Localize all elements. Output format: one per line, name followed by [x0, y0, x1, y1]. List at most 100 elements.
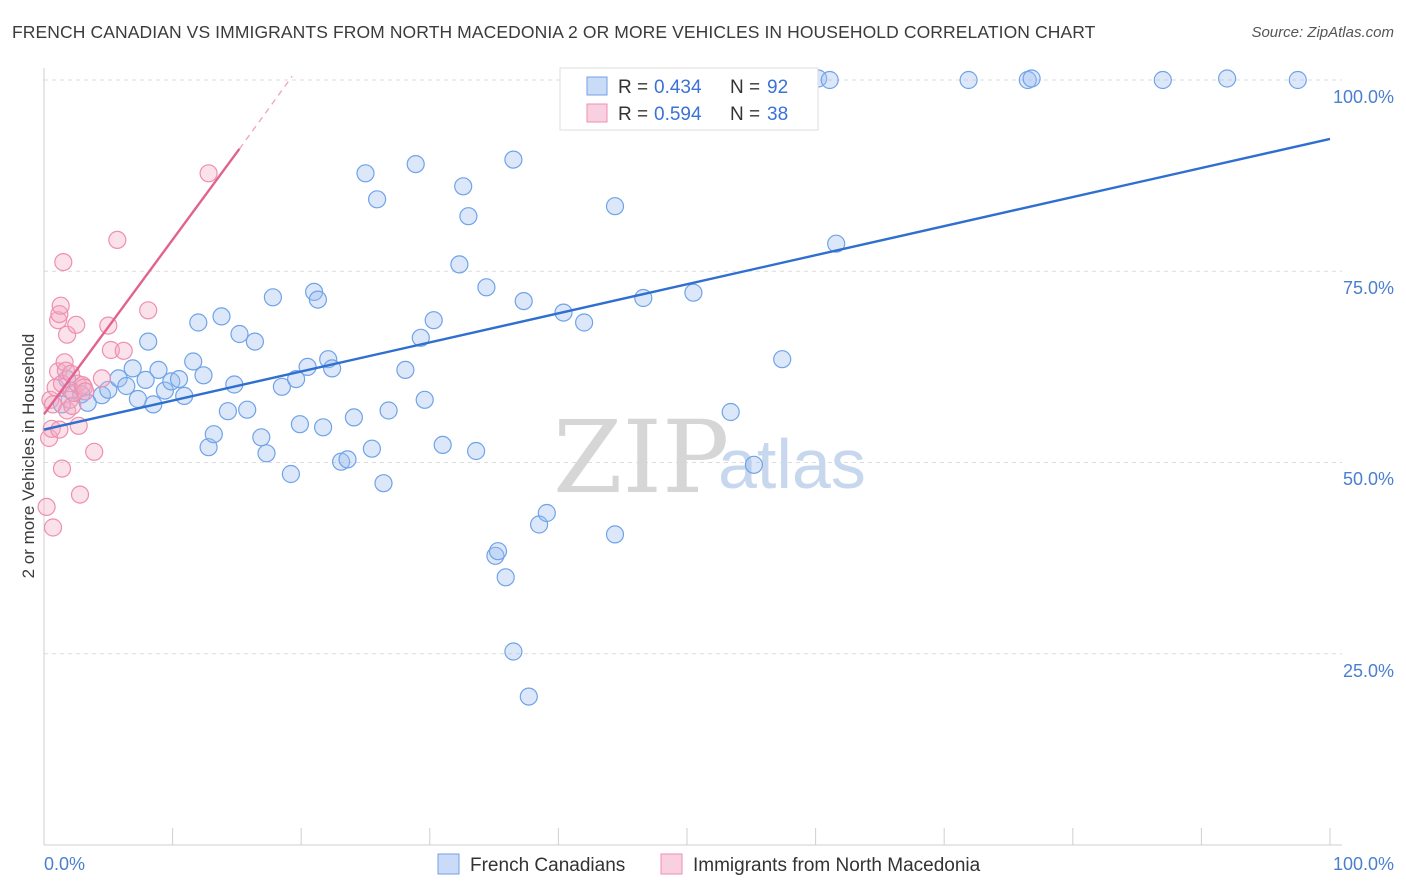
french-canadians-point	[605, 525, 625, 544]
north-macedonia-point	[108, 230, 127, 249]
legend-r-label-1: R =	[618, 77, 653, 98]
french-canadians-point	[230, 324, 249, 344]
north-macedonia-point	[92, 369, 112, 388]
north-macedonia-point	[37, 497, 56, 516]
french-canadians-point	[411, 328, 430, 347]
correlation-legend: R = 0.434 N = 92 R = 0.594 N = 38	[559, 67, 819, 131]
french-canadians-point	[204, 425, 223, 444]
legend-r-value-2: 0.594	[654, 104, 702, 125]
french-canadians-point	[1288, 70, 1307, 90]
axes	[43, 68, 1342, 846]
north-macedonia-point	[63, 396, 82, 415]
french-canadians-point	[605, 197, 625, 216]
north-macedonia-point	[139, 301, 158, 320]
french-canadians-point	[281, 464, 300, 484]
french-canadians-point	[314, 418, 333, 437]
legend-swatch-french-canadians	[586, 76, 608, 96]
french-canadians-point	[149, 360, 168, 379]
french-canadians-point	[721, 402, 740, 422]
north-macedonia-point	[52, 459, 72, 478]
french-canadians-point	[496, 568, 515, 587]
french-canadians-point	[396, 360, 415, 379]
french-canadians-point	[827, 234, 846, 253]
french-canadians-point	[415, 390, 434, 409]
north-macedonia-point	[76, 382, 95, 401]
x-ticks	[43, 828, 1331, 845]
north-macedonia-trendline-extension	[238, 75, 293, 150]
north-macedonia-point	[57, 325, 77, 344]
north-macedonia-point	[61, 364, 81, 383]
y-tick-label-50: 50.0%	[1343, 469, 1394, 489]
french-canadians-point	[287, 370, 306, 389]
french-canadians-point	[374, 474, 393, 493]
french-canadians-point	[245, 332, 264, 351]
french-canadians-point	[263, 288, 282, 307]
x-tick-label-min: 0.0%	[44, 854, 85, 874]
north-macedonia-point	[43, 518, 63, 537]
x-tick-labels: 0.0% 100.0%	[44, 854, 1394, 874]
french-canadians-point	[820, 70, 839, 90]
french-canadians-point	[298, 357, 317, 376]
watermark: ZIP atlas	[553, 399, 866, 516]
french-canadians-point	[450, 255, 469, 274]
french-canadians-point	[477, 278, 496, 297]
french-canadians-point	[454, 177, 473, 196]
y-tick-label-75: 75.0%	[1343, 278, 1394, 298]
french-canadians-point	[773, 350, 792, 369]
legend-r-label-2: R =	[618, 104, 653, 125]
french-canadians-point	[504, 642, 523, 661]
french-canadians-point	[406, 155, 425, 174]
french-canadians-point	[117, 376, 136, 396]
trendlines	[43, 75, 1331, 431]
y-tick-labels: 25.0% 50.0% 75.0% 100.0%	[1333, 87, 1394, 681]
french-canadians-point	[1153, 70, 1172, 90]
chart-title: FRENCH CANADIAN VS IMMIGRANTS FROM NORTH…	[12, 22, 1096, 42]
french-canadians-point	[744, 455, 764, 474]
north-macedonia-point	[101, 340, 121, 360]
north-macedonia-point	[85, 442, 104, 461]
french-canadians-point	[184, 352, 203, 371]
french-canadians-point	[574, 313, 594, 332]
french-canadians-point	[1217, 69, 1237, 88]
series-legend-label-french-canadians: French Canadians	[470, 855, 625, 876]
french-canadians-point	[504, 150, 523, 169]
north-macedonia-point	[114, 341, 133, 360]
french-canadians-point	[252, 428, 271, 447]
french-canadians-point	[136, 370, 155, 389]
french-canadians-point	[379, 401, 398, 420]
french-canadians-point	[338, 450, 357, 469]
french-canadians-points	[52, 69, 1307, 706]
legend-n-label-2: N =	[730, 104, 765, 125]
french-canadians-point	[514, 292, 533, 311]
french-canadians-point	[356, 164, 375, 183]
series-legend-swatch-french-canadians	[437, 853, 460, 875]
french-canadians-point	[959, 70, 978, 90]
gridlines	[44, 79, 1342, 655]
north-macedonia-point	[67, 315, 86, 334]
north-macedonia-point	[199, 164, 218, 183]
watermark-zip: ZIP	[553, 399, 729, 516]
y-tick-label-100: 100.0%	[1333, 87, 1394, 107]
french-canadians-point	[344, 408, 363, 427]
north-macedonia-point	[56, 361, 76, 380]
north-macedonia-point	[54, 253, 73, 272]
north-macedonia-trendline	[43, 148, 241, 416]
french-canadians-point	[537, 503, 556, 523]
french-canadians-point	[290, 415, 309, 434]
north-macedonia-point	[51, 296, 70, 315]
french-canadians-point	[194, 366, 213, 385]
french-canadians-point	[272, 377, 291, 396]
french-canadians-point	[238, 400, 257, 419]
french-canadians-point	[257, 444, 276, 463]
french-canadians-trendline	[43, 137, 1331, 431]
french-canadians-point	[488, 542, 508, 561]
x-tick-label-max: 100.0%	[1333, 854, 1394, 874]
legend-n-label-1: N =	[730, 77, 765, 98]
watermark-atlas: atlas	[718, 425, 866, 503]
french-canadians-point	[433, 435, 452, 454]
french-canadians-point	[139, 332, 158, 351]
french-canadians-point	[128, 389, 147, 409]
series-legend: French Canadians Immigrants from North M…	[437, 853, 981, 876]
north-macedonia-points	[37, 164, 218, 537]
